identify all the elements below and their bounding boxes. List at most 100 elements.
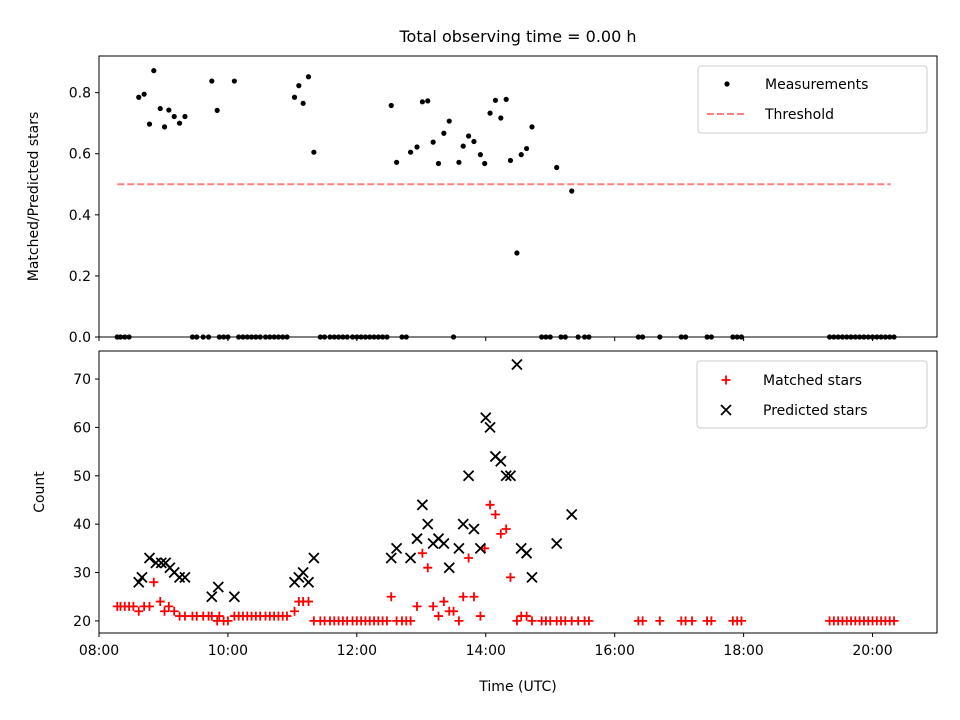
predicted-star-point [422,518,434,530]
matched-star-point [485,500,495,510]
matched-star-point [687,616,697,626]
matched-star-point [454,616,464,626]
predicted-star-point [457,518,469,530]
x-axis-label: Time (UTC) [478,679,556,695]
matched-star-point [144,601,154,611]
predicted-star-point [462,470,475,482]
measurement-point [151,68,157,74]
predicted-star-point [302,576,315,588]
matched-star-point [584,616,594,626]
legend-marker-matched-stars [721,375,731,385]
measurement-point [529,124,535,130]
matched-star-point [223,616,233,626]
predicted-star-point [453,542,465,554]
measurement-point [136,94,142,100]
bottom-legend-box [696,360,928,429]
measurement-point [393,159,400,165]
x-tick-label: 10:00 [208,643,248,659]
matched-star-point [386,592,396,602]
legend-label-matched-stars: Matched stars [763,373,862,389]
x-tick-label: 08:00 [79,643,119,659]
top-y-axis-label: Matched/Predicted stars [26,112,42,282]
matched-star-point [464,553,474,563]
bottom-legend: Matched stars Predicted stars [696,360,928,429]
y-tick-label: 0.0 [69,330,91,346]
measurement-point [305,74,312,80]
measurement-point [460,143,466,149]
y-tick-label: 0.6 [69,147,91,163]
predicted-star-point [495,455,507,467]
measurement-point [171,113,177,120]
predicted-star-point [551,537,563,550]
measurement-point [296,83,302,89]
predicted-star-point [133,576,145,588]
y-tick-label: 70 [73,372,91,388]
predicted-star-point [504,470,517,482]
predicted-star-point [474,542,487,554]
measurement-point [482,160,488,167]
legend-label-threshold: Threshold [764,107,834,123]
measurement-point [446,118,452,124]
measurement-point [209,78,215,84]
measurement-point [414,144,420,150]
top-y-ticks: 0.0 0.2 0.4 0.6 0.8 [69,86,99,346]
y-tick-label: 40 [73,517,91,533]
matched-star-point [527,616,537,626]
measurement-point [388,102,394,109]
bottom-y-axis-label: Count [32,471,48,513]
matched-star-point [655,616,665,626]
top-panel: 0.00.20.40.60.8 Matched/Predicted stars … [26,55,938,346]
matched-star-point [382,616,392,626]
predicted-star-point [212,581,224,593]
measurement-point [157,105,163,112]
top-legend-box [697,65,928,134]
measurement-point [465,133,472,139]
measurement-point [456,159,462,165]
measurement-point [214,107,220,113]
matched-star-point [522,611,532,621]
matched-star-point [512,616,522,626]
predicted-star-point [416,499,429,511]
matched-star-point [155,597,165,607]
predicted-star-point [390,542,403,554]
measurement-point [291,94,298,100]
legend-label-predicted-stars: Predicted stars [763,403,868,419]
x-tick-label: 16:00 [595,643,635,659]
measurement-point [176,120,183,126]
y-tick-label: 60 [73,420,91,436]
predicted-star-point [206,591,218,603]
measurement-point [407,149,414,155]
matched-star-point [638,616,648,626]
predicted-star-point [511,358,523,371]
predicted-star-point [297,566,309,579]
measurement-point [300,100,306,106]
matched-star-point [496,529,506,539]
measurement-point [231,78,237,84]
predicted-star-point [443,562,455,574]
matched-star-point [290,606,300,616]
measurement-point [487,110,493,116]
y-tick-label: 0.4 [69,208,91,224]
matched-star-point [207,611,217,621]
bottom-panel: 20 30 40 50 60 70 08:00 10:00 12:00 14:00 16:00 18… [32,350,938,695]
predicted-star-point [136,571,148,584]
bottom-marks [112,358,899,626]
measurement-point [430,139,436,145]
predicted-star-point [385,552,397,564]
matched-star-point [128,601,138,611]
matched-star-point [214,611,224,621]
x-tick-label: 20:00 [852,643,892,659]
chart-title: Total observing time = 0.00 h [398,27,636,46]
top-x-ticks [98,337,874,341]
measurement-point [518,152,524,158]
matched-star-point [423,563,433,573]
predicted-star-point [143,552,156,564]
predicted-star-point [228,591,241,603]
y-tick-label: 20 [73,614,91,630]
bottom-legend-marks [720,375,732,416]
predicted-star-point [484,421,496,434]
predicted-star-point [179,571,191,584]
x-tick-label: 12:00 [337,643,377,659]
measurement-point [514,250,520,256]
